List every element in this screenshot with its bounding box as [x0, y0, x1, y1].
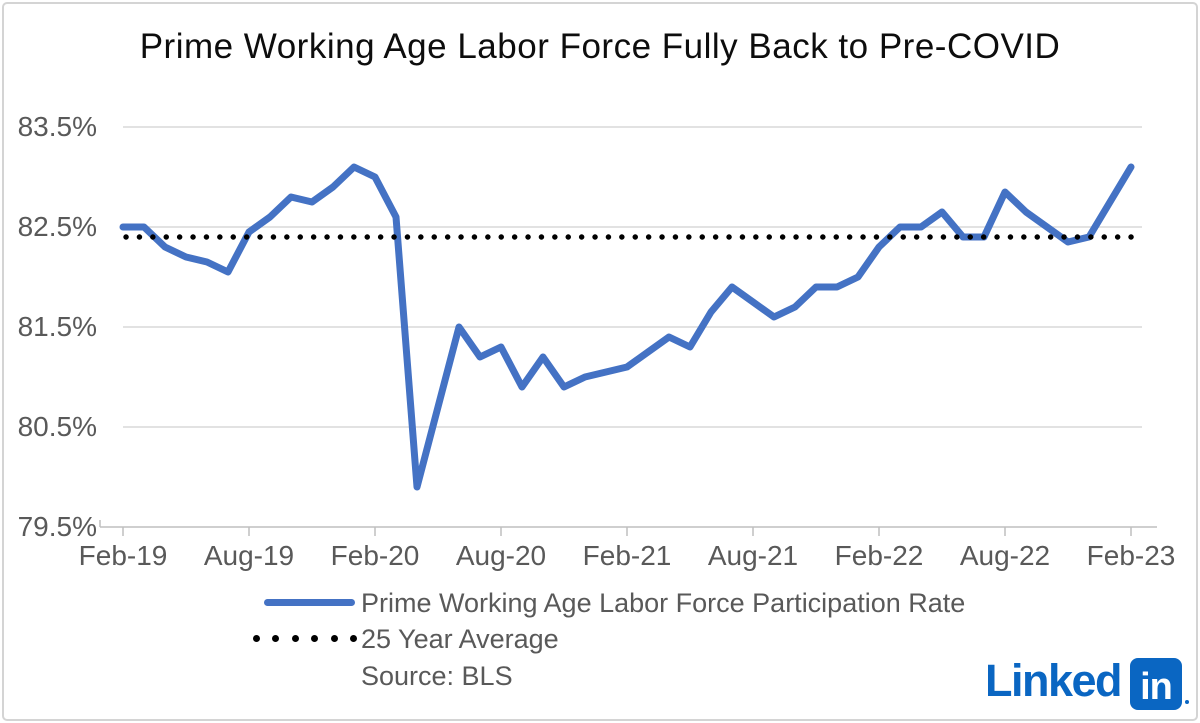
- y-tick-label: 81.5%: [17, 311, 97, 342]
- x-tick-label: Feb-21: [582, 540, 672, 571]
- legend-dots-swatch: [253, 634, 357, 642]
- legend-label-25-year-average: 25 Year Average: [361, 624, 559, 654]
- linkedin-wordmark: Linked: [985, 655, 1123, 706]
- y-tick-label: 82.5%: [17, 211, 97, 242]
- x-tick-label: Aug-22: [959, 540, 1051, 571]
- x-axis: [99, 520, 1157, 536]
- x-tick-label: Aug-21: [707, 540, 799, 571]
- participation-rate-line: [119, 163, 1135, 491]
- y-tick-label: 80.5%: [17, 411, 97, 442]
- source-note: Source: BLS: [361, 661, 513, 691]
- x-tick-label: Feb-20: [330, 540, 420, 571]
- gridlines: [123, 126, 1142, 428]
- x-tick-label: Aug-19: [203, 540, 295, 571]
- linkedin-logo-badge: in: [1130, 658, 1182, 710]
- x-tick-label: Feb-23: [1086, 540, 1176, 571]
- y-tick-label: 83.5%: [17, 111, 97, 142]
- x-tick-label: Aug-20: [455, 540, 547, 571]
- legend-label-participation-rate: Prime Working Age Labor Force Participat…: [361, 588, 966, 618]
- chart-title: Prime Working Age Labor Force Fully Back…: [139, 27, 1061, 66]
- linkedin-trademark-dot: [1185, 700, 1189, 704]
- legend-line-swatch: [264, 599, 355, 606]
- x-tick-label: Feb-22: [834, 540, 924, 571]
- y-tick-label: 79.5%: [17, 511, 97, 542]
- x-tick-label: Feb-19: [78, 540, 168, 571]
